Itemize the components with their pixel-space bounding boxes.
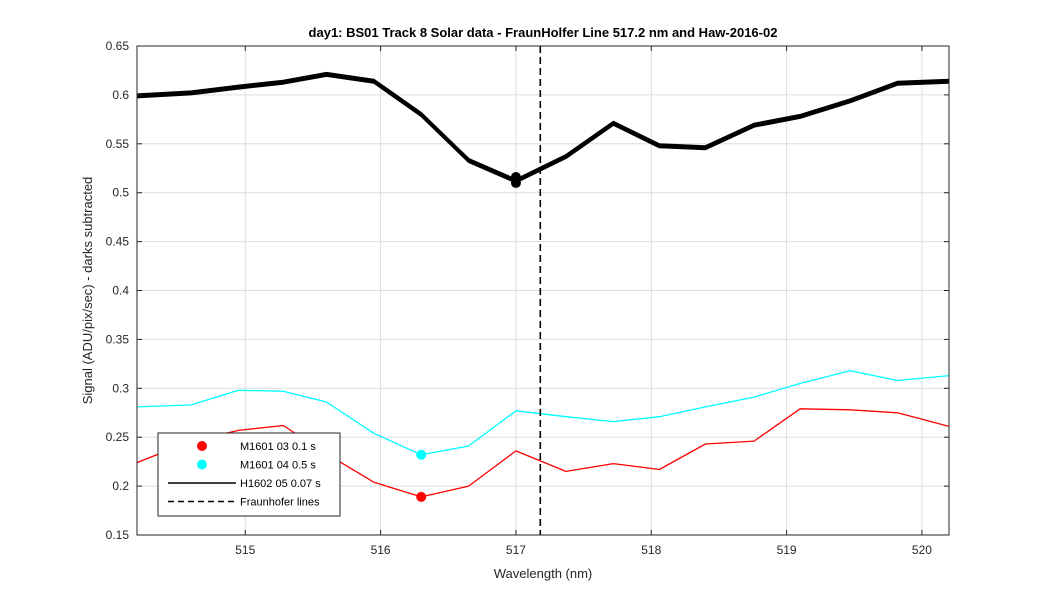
axes-box [136,45,950,536]
y-tick-label: 0.55 [106,137,130,151]
data-lines [137,46,949,535]
y-tick-label: 0.3 [112,381,129,395]
y-tick-label: 0.45 [106,235,130,249]
series-marker-1 [416,449,427,460]
y-tick-label: 0.4 [112,284,129,298]
y-tick-label: 0.15 [106,528,130,542]
legend-label: M1601 03 0.1 s [240,441,316,453]
legend-label: Fraunhofer lines [240,497,320,509]
y-tick-label: 0.35 [106,332,130,346]
series-marker-0 [416,491,427,502]
legend-marker [197,441,207,451]
series-group [137,46,949,535]
y-tick-label: 0.65 [106,39,130,53]
legend-marker [197,459,207,470]
x-tick-label: 515 [235,543,255,557]
x-tick-label: 518 [641,543,661,557]
y-tick-label: 0.5 [112,186,129,200]
legend-label: M1601 04 0.5 s [240,460,316,472]
series-line-0 [137,408,949,498]
y-tick-label: 0.2 [112,479,129,493]
chart-title: day1: BS01 Track 8 Solar data - FraunHol… [309,25,778,40]
x-axis-label: Wavelength (nm) [494,566,593,581]
y-tick-label: 0.25 [106,430,130,444]
legend-label: H1602 05 0.07 s [240,478,321,490]
legend: M1601 03 0.1 s M1601 04 0.5 s H1602 05 0.0… [157,432,341,517]
x-tick-label: 519 [777,543,797,557]
x-tick-label: 517 [506,543,526,557]
x-tick-label: 516 [371,543,391,557]
y-axis-label: Signal (ADU/pix/sec) - darks subtracted [80,177,95,405]
y-tick-label: 0.6 [112,88,129,102]
axes: 515 516 517 518 519 520 0.15 0.2 0.25 0.3 0.35 0.4 0… [106,39,950,557]
x-tick-label: 520 [912,543,932,557]
series-marker-2 [510,177,521,188]
